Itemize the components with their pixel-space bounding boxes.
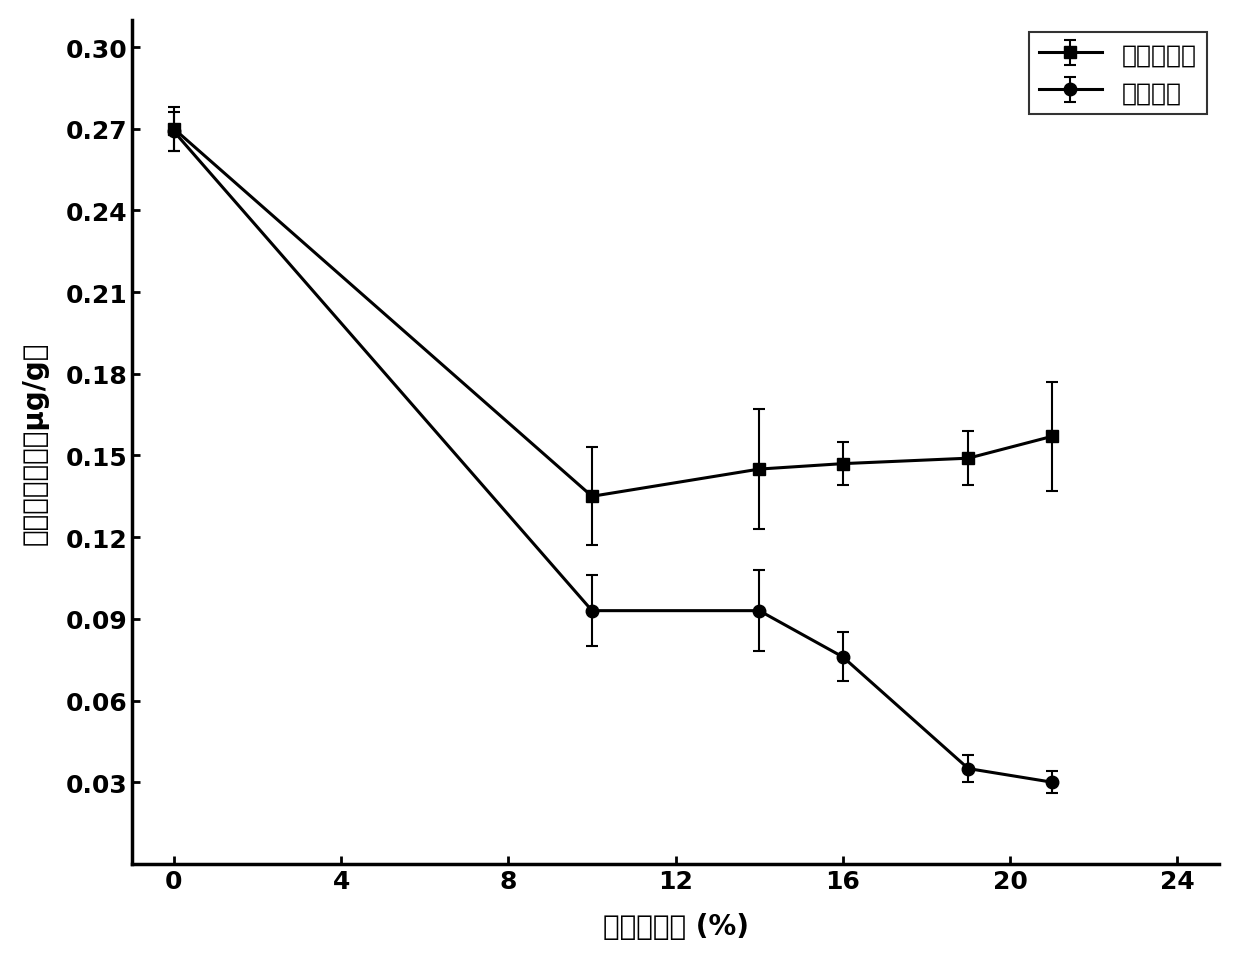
Y-axis label: 丙烯酰胺含量（μg/g）: 丙烯酰胺含量（μg/g）	[21, 341, 48, 544]
X-axis label: 样品添加量 (%): 样品添加量 (%)	[603, 912, 749, 940]
Legend: 未接种样品, 发酵样品: 未接种样品, 发酵样品	[1029, 34, 1207, 115]
